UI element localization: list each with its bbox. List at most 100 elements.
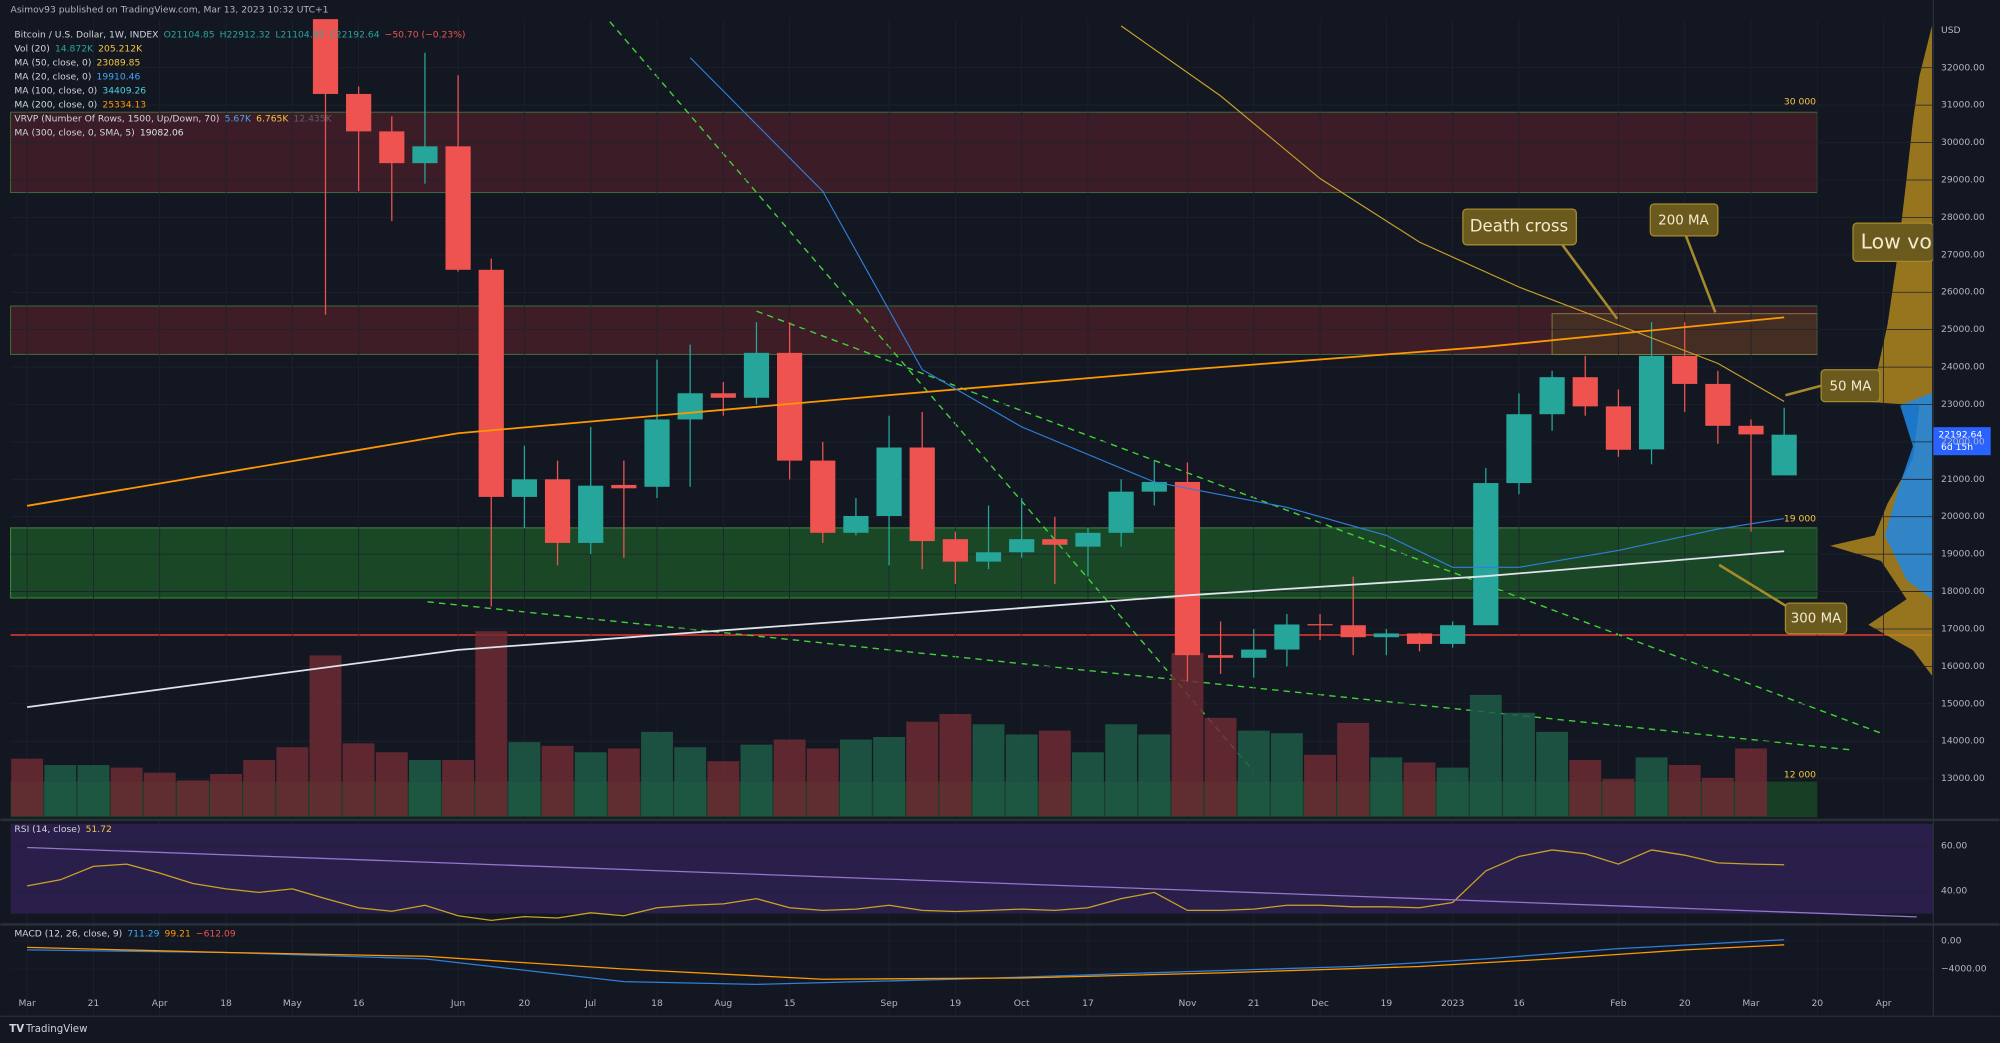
volume-bar bbox=[409, 759, 441, 817]
x-tick-label: 18 bbox=[651, 998, 663, 1009]
candle-body bbox=[445, 146, 471, 270]
x-tick-label: 2023 bbox=[1441, 998, 1465, 1009]
candle-body bbox=[1274, 624, 1300, 650]
last-price: 22192.64 bbox=[1938, 429, 1982, 440]
annotation-arrow bbox=[1785, 383, 1825, 397]
legend-value: 23089.85 bbox=[97, 57, 141, 68]
legend-value: H22912.32 bbox=[220, 29, 271, 40]
legend-label: MA (20, close, 0) bbox=[14, 71, 91, 82]
zone-30k bbox=[10, 111, 1818, 194]
volume-bar bbox=[1536, 731, 1569, 817]
last-price-box bbox=[1933, 427, 1991, 456]
indicator-pane bbox=[10, 823, 1934, 921]
candle-body bbox=[1572, 377, 1598, 407]
candle-body bbox=[1406, 633, 1433, 644]
volume-bar bbox=[972, 724, 1005, 817]
volume-bar bbox=[276, 747, 309, 817]
volume-bar bbox=[574, 752, 607, 817]
candle-body bbox=[743, 352, 770, 398]
candle-body bbox=[777, 352, 803, 461]
volume-bar bbox=[1270, 733, 1303, 817]
candle-body bbox=[1207, 655, 1234, 658]
volume-bar bbox=[1436, 767, 1469, 817]
candle-body bbox=[1771, 434, 1797, 476]
x-tick-label: 20 bbox=[1679, 998, 1691, 1009]
pane-value: 99.21 bbox=[165, 928, 191, 939]
pane-value: 51.72 bbox=[86, 823, 112, 834]
x-tick-label: Sep bbox=[880, 998, 897, 1009]
volume-bar bbox=[77, 765, 110, 817]
legend-value: 34409.26 bbox=[102, 85, 146, 96]
x-tick-label: 17 bbox=[1082, 998, 1094, 1009]
legend-row: MA (20, close, 0) 19910.46 bbox=[14, 71, 140, 82]
y-tick-label: 0.00 bbox=[1941, 936, 1962, 947]
volume-bar bbox=[442, 759, 475, 817]
y-tick-label: 14000.00 bbox=[1941, 736, 1985, 747]
volume-bar bbox=[1138, 734, 1171, 817]
marks bbox=[10, 19, 1934, 1017]
x-tick-label: 16 bbox=[353, 998, 365, 1009]
volume-bar bbox=[1602, 779, 1635, 817]
candle-body bbox=[1672, 355, 1698, 384]
indicator-pane bbox=[10, 939, 1934, 985]
y-tick-label: 17000.00 bbox=[1941, 623, 1985, 634]
legend-value: 25334.13 bbox=[102, 99, 146, 110]
volume-bar bbox=[740, 744, 773, 817]
candle-body bbox=[312, 19, 339, 94]
x-tick-label: Jul bbox=[584, 998, 596, 1009]
candle-body bbox=[1539, 377, 1565, 415]
line bbox=[1120, 25, 1785, 403]
candle-body bbox=[379, 131, 405, 164]
line bbox=[27, 550, 1785, 709]
x-tick-label: Nov bbox=[1178, 998, 1196, 1009]
y-tick-label: 24000.00 bbox=[1941, 362, 1985, 373]
legend-value: 5.67K bbox=[225, 113, 252, 124]
pane-title-text: RSI (14, close) bbox=[14, 823, 80, 834]
y-tick-label: 13000.00 bbox=[1941, 773, 1985, 784]
candle-body bbox=[1340, 625, 1366, 638]
published: Asimov93 published on TradingView.com, M… bbox=[11, 5, 329, 16]
volume-bar bbox=[674, 747, 707, 817]
volume-bar bbox=[1370, 757, 1403, 817]
y-tick-label: 40.00 bbox=[1941, 886, 1967, 897]
pane-title: RSI (14, close) 51.72 bbox=[14, 823, 111, 834]
volume-profile bbox=[1884, 392, 1933, 600]
volume-bar bbox=[475, 631, 508, 817]
volume-bar bbox=[1105, 724, 1138, 817]
legend-row: MA (100, close, 0) 34409.26 bbox=[14, 85, 146, 96]
legend-value: 19082.06 bbox=[140, 127, 184, 138]
annotation-box bbox=[1649, 203, 1719, 237]
line bbox=[27, 944, 1785, 980]
y-tick-label: 31000.00 bbox=[1941, 100, 1985, 111]
candle-body bbox=[1638, 355, 1665, 450]
pane-value: 711.29 bbox=[127, 928, 159, 939]
candle-body bbox=[346, 93, 372, 132]
volume-bar bbox=[11, 758, 44, 817]
footer: TradingView bbox=[25, 1024, 88, 1035]
annotation: 50 MA bbox=[1829, 379, 1872, 394]
y-tick-label: 29000.00 bbox=[1941, 175, 1985, 186]
zone-label: 30 000 bbox=[1784, 97, 1816, 108]
x-tick-label: Apr bbox=[1876, 998, 1892, 1009]
candle-body bbox=[942, 539, 968, 562]
volume-bar bbox=[873, 736, 906, 817]
line bbox=[689, 57, 1785, 568]
x-tick-label: Dec bbox=[1311, 998, 1329, 1009]
annotation: 300 MA bbox=[1791, 611, 1842, 626]
legend-row: MA (300, close, 0, SMA, 5) 19082.06 bbox=[14, 127, 183, 138]
volume-bar bbox=[839, 739, 872, 817]
candle-body bbox=[1108, 491, 1134, 533]
candle-body bbox=[1440, 625, 1466, 644]
price-pane bbox=[10, 19, 1934, 817]
legend-value: O21104.85 bbox=[164, 29, 215, 40]
volume-bar bbox=[44, 765, 77, 817]
line bbox=[27, 939, 1785, 985]
volume-bar bbox=[143, 772, 176, 817]
candle-body bbox=[843, 515, 869, 533]
volume-bar bbox=[1072, 752, 1104, 817]
volume-bar bbox=[342, 743, 375, 817]
candle-body bbox=[1738, 425, 1764, 435]
annotation-arrow bbox=[1718, 563, 1793, 611]
y-tick-label: 30000.00 bbox=[1941, 137, 1985, 148]
y-tick-label: 23000.00 bbox=[1941, 399, 1985, 410]
